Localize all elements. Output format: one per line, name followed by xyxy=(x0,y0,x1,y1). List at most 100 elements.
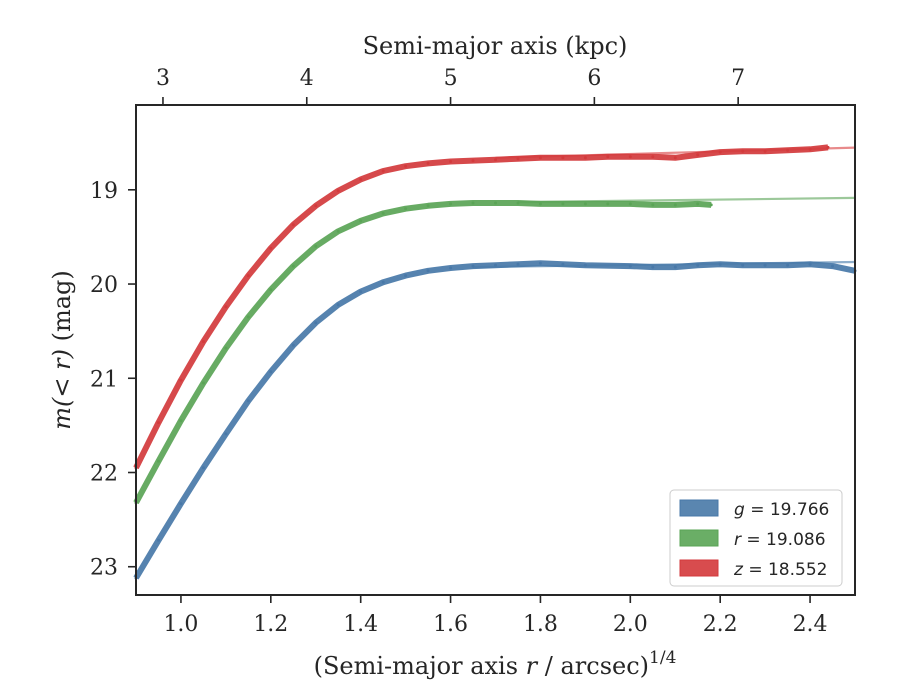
legend-swatch-r xyxy=(679,529,719,547)
series-r-point xyxy=(628,202,632,206)
top-x-tick-label: 3 xyxy=(156,66,170,91)
series-g-point xyxy=(831,264,834,268)
series-r-point xyxy=(336,229,340,233)
y-tick-label: 22 xyxy=(90,462,118,487)
series-g-point xyxy=(449,266,453,270)
series-z-point xyxy=(741,149,745,153)
plot-area xyxy=(133,144,857,580)
series-z-point xyxy=(516,157,520,161)
series-r-point xyxy=(449,202,453,206)
series-g-point xyxy=(628,264,632,268)
series-r-point xyxy=(494,201,497,205)
series-g-point xyxy=(314,321,318,325)
series-g-point xyxy=(201,466,205,470)
series-g-line xyxy=(133,260,856,580)
series-z-point xyxy=(786,148,790,152)
x-tick-label: 2.2 xyxy=(703,612,738,637)
series-r-point xyxy=(381,211,385,215)
series-z-point xyxy=(696,153,700,157)
series-r-point xyxy=(673,203,677,207)
series-r-point xyxy=(606,202,610,206)
x-tick-label: 1.2 xyxy=(253,612,288,637)
series-z-point xyxy=(291,223,295,227)
series-r-line xyxy=(133,200,712,505)
series-r-point xyxy=(561,202,565,206)
series-r-point xyxy=(404,207,408,211)
top-x-tick-label: 6 xyxy=(587,66,601,91)
series-g-point xyxy=(763,263,767,267)
series-r-point xyxy=(314,244,318,248)
series-g-point xyxy=(224,432,228,436)
series-g-point xyxy=(359,290,363,294)
series-z-point xyxy=(201,340,205,343)
series-r-point xyxy=(359,219,363,223)
series-g-point xyxy=(246,399,250,403)
series-z-point xyxy=(808,147,812,151)
series-z-point xyxy=(606,155,610,159)
top-x-axis-title: Semi-major axis (kpc) xyxy=(363,32,628,60)
series-z-point xyxy=(561,156,565,160)
y-axis-title: m(< r) (mag) xyxy=(48,270,76,430)
series-z-point xyxy=(381,169,385,173)
series-g-point xyxy=(381,280,385,284)
x-tick-label: 1.0 xyxy=(163,612,198,637)
series-g-point xyxy=(786,263,790,267)
series-z-point xyxy=(651,155,655,159)
series-r-point xyxy=(157,459,160,463)
series-r-point xyxy=(516,201,520,205)
series-r-point xyxy=(179,419,183,423)
series-z-point xyxy=(471,159,475,163)
top-x-tick-label: 7 xyxy=(731,66,745,91)
series-g-point xyxy=(336,303,340,307)
series-g-point xyxy=(157,538,160,542)
series-g-point xyxy=(494,263,497,267)
series-r-point xyxy=(291,264,295,268)
y-tick-label: 23 xyxy=(90,556,118,581)
legend-item-z: z = 18.552 xyxy=(679,559,827,580)
series-r-point xyxy=(538,202,542,206)
series-z-point xyxy=(763,149,767,153)
x-tick-label: 1.8 xyxy=(523,612,558,637)
y-tick-label: 20 xyxy=(90,273,118,298)
x-tick-label: 2.0 xyxy=(613,612,648,637)
series-g-point xyxy=(538,261,542,265)
series-z-point xyxy=(426,161,430,165)
y-tick-label: 19 xyxy=(90,179,118,204)
series-g-point xyxy=(269,370,273,374)
series-r-point xyxy=(246,315,250,319)
series-z-point xyxy=(583,156,587,160)
series-r-point xyxy=(269,288,273,292)
series-r-point xyxy=(201,381,205,385)
series-z-point xyxy=(404,164,408,168)
legend-item-g: g = 19.766 xyxy=(679,499,829,520)
legend-swatch-g xyxy=(679,499,719,517)
y-axis: 19 20 21 22 23 xyxy=(90,179,136,581)
series-g-point xyxy=(471,264,475,268)
series-g-point xyxy=(179,502,183,506)
series-z-point xyxy=(673,156,677,160)
series-r-point xyxy=(709,203,713,207)
legend-swatch-z xyxy=(679,559,719,577)
series-g-point xyxy=(516,262,520,266)
series-z-point xyxy=(494,158,497,162)
series-g-point xyxy=(696,263,700,267)
x-axis: 1.0 1.2 1.4 1.6 1.8 2.0 2.2 2.4 xyxy=(163,595,828,637)
series-r-point xyxy=(696,202,700,206)
x-axis-title: (Semi-major axis r / arcsec)1/4 xyxy=(314,648,677,680)
legend-label-z: z = 18.552 xyxy=(733,560,827,580)
x-tick-label: 2.4 xyxy=(793,612,828,637)
legend-label-g: g = 19.766 xyxy=(734,500,829,520)
series-z-point xyxy=(628,155,632,159)
series-z-point xyxy=(269,246,273,250)
series-g-point xyxy=(718,262,722,266)
series-g-point xyxy=(404,274,408,278)
series-r-point xyxy=(426,204,430,208)
series-r-point xyxy=(651,203,655,207)
series-z-point xyxy=(718,150,722,154)
series-z-point xyxy=(246,274,250,278)
series-g-point xyxy=(426,269,430,273)
series-z-point xyxy=(538,156,542,160)
series-g-point xyxy=(741,263,745,267)
legend-label-r: r = 19.086 xyxy=(734,530,826,550)
